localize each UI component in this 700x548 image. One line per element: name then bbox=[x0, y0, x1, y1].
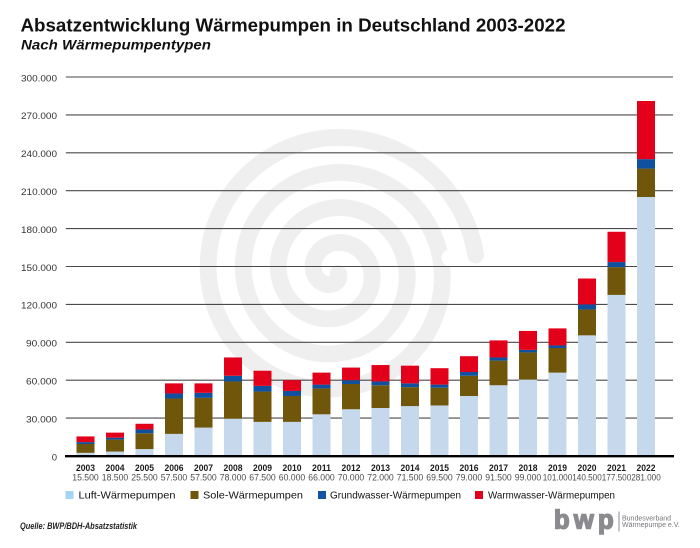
svg-text:Quelle: BWP/BDH-Absatzstatisti: Quelle: BWP/BDH-Absatzstatistik bbox=[20, 521, 138, 531]
svg-text:210.000: 210.000 bbox=[21, 187, 57, 198]
svg-text:180.000: 180.000 bbox=[21, 225, 57, 236]
svg-text:2017: 2017 bbox=[489, 463, 508, 474]
svg-text:2010: 2010 bbox=[283, 463, 302, 474]
svg-text:72.000: 72.000 bbox=[367, 472, 394, 482]
svg-text:177.500: 177.500 bbox=[602, 472, 632, 482]
svg-text:70.000: 70.000 bbox=[338, 472, 365, 482]
svg-text:2005: 2005 bbox=[135, 463, 155, 474]
svg-text:281.000: 281.000 bbox=[631, 472, 661, 482]
svg-text:140.500: 140.500 bbox=[572, 472, 602, 482]
svg-text:Bundesverband: Bundesverband bbox=[622, 516, 671, 523]
svg-text:57.500: 57.500 bbox=[190, 472, 217, 482]
svg-text:90.000: 90.000 bbox=[26, 339, 57, 350]
svg-text:60.000: 60.000 bbox=[279, 472, 306, 482]
svg-text:270.000: 270.000 bbox=[21, 111, 57, 122]
svg-text:2008: 2008 bbox=[224, 463, 243, 474]
svg-text:25.500: 25.500 bbox=[131, 472, 158, 482]
svg-text:2003: 2003 bbox=[76, 463, 95, 474]
svg-text:18.500: 18.500 bbox=[102, 472, 129, 482]
svg-text:91.500: 91.500 bbox=[485, 472, 512, 482]
svg-text:Absatzentwicklung Wärmepumpen: Absatzentwicklung Wärmepumpen in Deutsch… bbox=[21, 16, 566, 36]
svg-text:Sole-Wärmepumpen: Sole-Wärmepumpen bbox=[203, 490, 303, 502]
svg-text:2006: 2006 bbox=[165, 463, 184, 474]
svg-text:69.500: 69.500 bbox=[426, 472, 453, 482]
svg-text:2012: 2012 bbox=[342, 463, 361, 474]
svg-text:Wärmepumpe e.V.: Wärmepumpe e.V. bbox=[622, 522, 680, 529]
svg-text:67.500: 67.500 bbox=[249, 472, 276, 482]
svg-text:2013: 2013 bbox=[371, 463, 390, 474]
svg-text:60.000: 60.000 bbox=[26, 377, 57, 388]
svg-text:120.000: 120.000 bbox=[21, 301, 57, 312]
svg-text:99.000: 99.000 bbox=[515, 472, 542, 482]
svg-text:15.500: 15.500 bbox=[72, 472, 99, 482]
svg-text:bwp: bwp bbox=[554, 507, 618, 535]
svg-text:2018: 2018 bbox=[519, 463, 538, 474]
svg-text:Nach Wärmepumpentypen: Nach Wärmepumpentypen bbox=[21, 37, 211, 53]
svg-text:2015: 2015 bbox=[430, 463, 450, 474]
svg-text:2019: 2019 bbox=[548, 463, 567, 474]
svg-text:30.000: 30.000 bbox=[26, 414, 57, 425]
svg-text:78.000: 78.000 bbox=[220, 472, 247, 482]
svg-text:2020: 2020 bbox=[578, 463, 597, 474]
svg-text:150.000: 150.000 bbox=[21, 263, 57, 274]
svg-text:Grundwasser-Wärmepumpen: Grundwasser-Wärmepumpen bbox=[330, 490, 461, 502]
svg-text:66.000: 66.000 bbox=[308, 472, 335, 482]
svg-text:0: 0 bbox=[52, 452, 57, 463]
svg-text:2014: 2014 bbox=[401, 463, 421, 474]
svg-text:2021: 2021 bbox=[607, 463, 627, 474]
svg-text:71.500: 71.500 bbox=[397, 472, 424, 482]
svg-text:240.000: 240.000 bbox=[21, 149, 57, 160]
svg-text:Warmwasser-Wärmepumpen: Warmwasser-Wärmepumpen bbox=[488, 490, 615, 502]
svg-text:57.500: 57.500 bbox=[161, 472, 188, 482]
svg-text:2004: 2004 bbox=[106, 463, 126, 474]
svg-text:79.000: 79.000 bbox=[456, 472, 483, 482]
svg-text:2007: 2007 bbox=[194, 463, 213, 474]
svg-text:2022: 2022 bbox=[637, 463, 656, 474]
svg-text:2009: 2009 bbox=[253, 463, 272, 474]
svg-text:Luft-Wärmepumpen: Luft-Wärmepumpen bbox=[79, 490, 176, 502]
svg-text:2011: 2011 bbox=[312, 463, 332, 474]
svg-text:300.000: 300.000 bbox=[21, 73, 57, 84]
svg-text:101.000: 101.000 bbox=[543, 472, 573, 482]
svg-text:2016: 2016 bbox=[460, 463, 479, 474]
